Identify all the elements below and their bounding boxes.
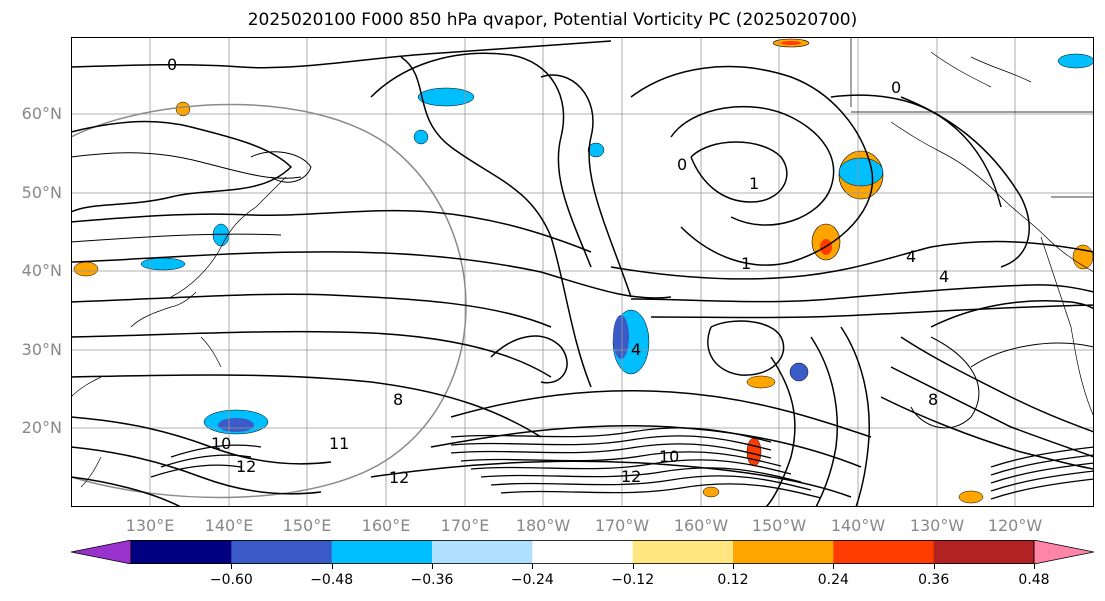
shade-patch [413,129,429,145]
colorbar-tick-mark [733,564,734,569]
shading-layer [73,38,1094,504]
colorbar-tick-mark [1034,564,1035,569]
colorbar-segment [833,540,935,564]
map-canvas: 0 0 1 1 4 4 8 8 10 10 11 12 12 12 0 1 4 … [71,37,1094,507]
shade-patch [212,223,230,247]
lon-label-150w: 150°W [751,516,807,535]
lon-label-120w: 120°W [987,516,1043,535]
lon-label-180w: 180°W [515,516,571,535]
colorbar-tick-mark [432,564,433,569]
lat-label-30n: 30°N [21,340,62,359]
lat-label-50n: 50°N [21,183,62,202]
lon-label-160w: 160°W [673,516,729,535]
contour-label: 4 [906,247,916,266]
shade-patch [789,362,809,382]
contour-lines [71,40,1094,507]
colorbar-tick-label: −0.48 [310,572,354,588]
shade-patch [1057,53,1094,69]
colorbar-tick-mark [231,564,233,569]
dense-contours [150,427,1094,500]
lat-label-20n: 20°N [21,418,62,437]
lon-label-130e: 130°E [125,516,175,535]
shade-patch [746,437,762,467]
colorbar-segment [432,540,533,564]
colorbar [71,540,1094,564]
lon-label-130w: 130°W [909,516,965,535]
colorbar-tick-mark [331,564,333,569]
contour-label: 12 [389,468,409,487]
contour-label: 0 [167,55,177,74]
lon-label-170w: 170°W [594,516,650,535]
colorbar-tick-label: −0.24 [510,572,554,588]
contour-label: 4 [631,340,641,359]
contour-label: 8 [928,390,938,409]
map-title: 2025020100 F000 850 hPa qvapor, Potentia… [247,10,858,30]
shade-patch [175,101,191,117]
colorbar-segment [733,540,834,564]
contour-label: 12 [236,457,256,476]
colorbar-segment [532,540,634,564]
contour-label: 12 [621,467,641,486]
contour-label: 1 [749,174,759,193]
colorbar-tick-label: 0.36 [918,572,950,588]
coastlines [71,37,1094,488]
contour-label: 10 [211,434,231,453]
colorbar-segment [231,540,333,564]
colorbar-tick-mark [833,564,835,569]
colorbar-tick-label: −0.60 [209,572,253,588]
contour-label-group: 0 0 1 1 4 4 8 8 10 10 11 12 12 12 0 1 4 … [167,55,949,487]
lon-label-140w: 140°W [830,516,886,535]
colorbar-segments [71,540,1094,564]
contour-label: 0 [677,155,687,174]
lon-label-160e: 160°E [361,516,411,535]
shade-patch [702,486,720,498]
shade-patch [958,490,984,504]
shade-patch [613,315,629,359]
contour-label: 0 [891,78,901,97]
colorbar-tick-mark [532,564,534,569]
lon-label-170e: 170°E [440,516,490,535]
lat-label-60n: 60°N [21,104,62,123]
colorbar-tick-mark [632,564,634,569]
lon-label-140e: 140°E [204,516,254,535]
colorbar-tick-label: −0.12 [611,572,655,588]
contour-label: 4 [939,267,949,286]
colorbar-tick-label: 0.48 [1018,572,1050,588]
contour-label: 8 [393,390,403,409]
colorbar-extend-low [71,540,132,564]
shade-patch [140,257,186,271]
colorbar-segment [331,540,433,564]
colorbar-tick-label: 0.12 [717,572,749,588]
shade-patch [218,418,254,432]
shade-patch [73,261,99,277]
lat-label-40n: 40°N [21,261,62,280]
colorbar-segment [632,540,734,564]
shade-patch [587,142,605,158]
colorbar-extend-high [1033,540,1094,564]
contour-label: 1 [741,254,751,273]
shade-patch [417,87,475,107]
colorbar-tick-label: −0.36 [410,572,454,588]
range-circle [71,103,467,499]
colorbar-tick-label: 0.24 [817,572,849,588]
colorbar-segment [933,540,1035,564]
contour-label: 10 [659,447,679,466]
shade-patch [746,375,776,389]
colorbar-segment [131,540,232,564]
colorbar-border [130,540,1035,564]
map-panel[interactable]: 0 0 1 1 4 4 8 8 10 10 11 12 12 12 0 1 4 … [71,37,1094,507]
contour-label: 11 [329,434,349,453]
lon-label-150e: 150°E [282,516,332,535]
shade-patch [781,41,801,45]
colorbar-tick-mark [933,564,935,569]
